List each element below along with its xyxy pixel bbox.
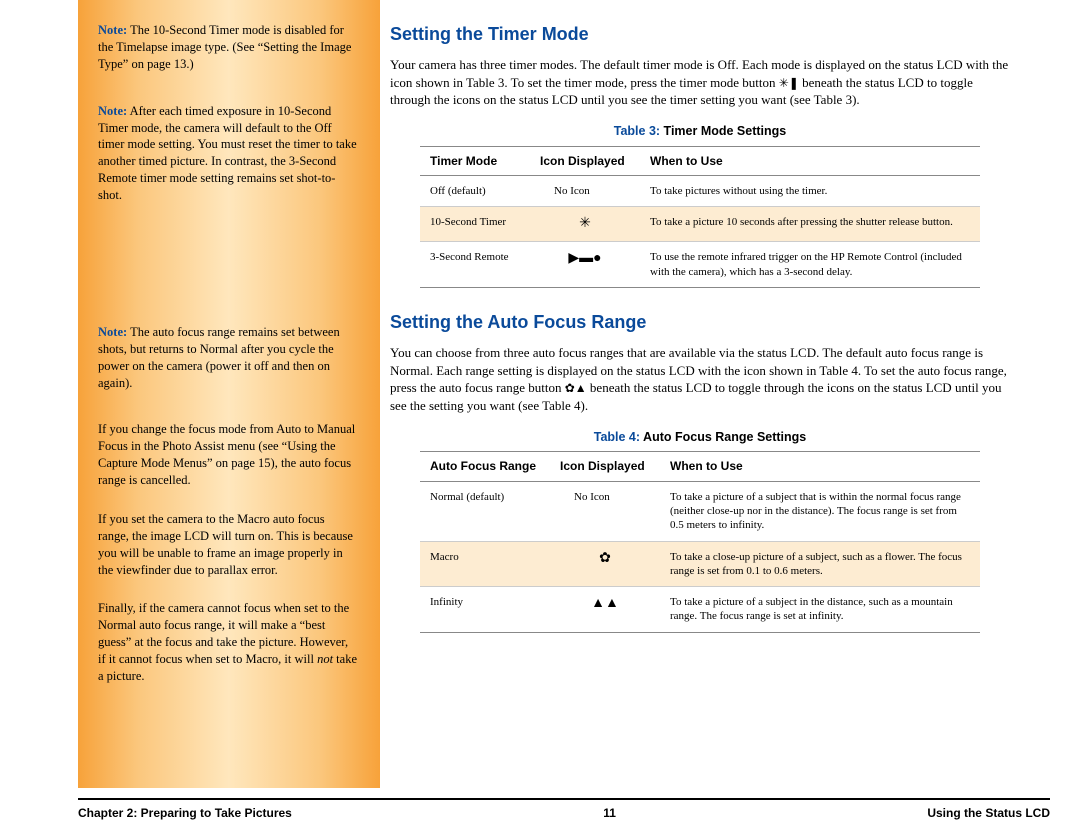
sidebar: Note: The 10-Second Timer mode is disabl… bbox=[0, 0, 380, 834]
cell-mode: Infinity bbox=[420, 587, 550, 633]
focus-button-icon: ✿▲ bbox=[565, 381, 587, 395]
cell-mode: Normal (default) bbox=[420, 481, 550, 541]
sidebar-para-2: If you set the camera to the Macro auto … bbox=[98, 511, 358, 579]
section-2-title: Setting the Auto Focus Range bbox=[390, 310, 1010, 334]
cell-icon: ▲▲ bbox=[550, 587, 660, 633]
final-pre: Finally, if the camera cannot focus when… bbox=[98, 601, 349, 666]
caption-rest: Auto Focus Range Settings bbox=[640, 430, 806, 444]
sidebar-content: Note: The 10-Second Timer mode is disabl… bbox=[98, 22, 358, 707]
col-head-mode: Timer Mode bbox=[420, 146, 530, 175]
table-4-body: Normal (default)No IconTo take a picture… bbox=[420, 481, 980, 632]
cell-icon: ▶▬● bbox=[530, 242, 640, 288]
section-1-body: Your camera has three timer modes. The d… bbox=[390, 56, 1010, 109]
note-label: Note: bbox=[98, 104, 127, 118]
table-row: 3-Second Remote▶▬●To use the remote infr… bbox=[420, 242, 980, 288]
cell-use: To take pictures without using the timer… bbox=[640, 176, 980, 207]
table-row: Macro✿To take a close-up picture of a su… bbox=[420, 541, 980, 587]
table-3: Timer Mode Icon Displayed When to Use Of… bbox=[420, 146, 980, 288]
footer-page-number: 11 bbox=[603, 806, 616, 820]
timer-button-icon: ✳︎❚ bbox=[779, 76, 799, 90]
cell-use: To take a close-up picture of a subject,… bbox=[660, 541, 980, 587]
table-row: Off (default)No IconTo take pictures wit… bbox=[420, 176, 980, 207]
page-footer: Chapter 2: Preparing to Take Pictures 11… bbox=[78, 798, 1050, 820]
table-4-caption: Table 4: Auto Focus Range Settings bbox=[390, 429, 1010, 446]
sidebar-para-final: Finally, if the camera cannot focus when… bbox=[98, 600, 358, 684]
caption-strong: Table 3: bbox=[614, 124, 660, 138]
note-3: Note: The auto focus range remains set b… bbox=[98, 324, 358, 392]
page: Note: The 10-Second Timer mode is disabl… bbox=[0, 0, 1080, 834]
cell-mode: Macro bbox=[420, 541, 550, 587]
cell-icon-text: No Icon bbox=[550, 481, 660, 541]
table-row: Infinity▲▲To take a picture of a subject… bbox=[420, 587, 980, 633]
note-label: Note: bbox=[98, 325, 127, 339]
cell-icon: ✳︎ bbox=[530, 207, 640, 242]
note-text: After each timed exposure in 10-Second T… bbox=[98, 104, 357, 202]
sidebar-para-1: If you change the focus mode from Auto t… bbox=[98, 421, 358, 489]
cell-use: To take a picture of a subject that is w… bbox=[660, 481, 980, 541]
cell-mode: 3-Second Remote bbox=[420, 242, 530, 288]
col-head-use: When to Use bbox=[640, 146, 980, 175]
section-1-title: Setting the Timer Mode bbox=[390, 22, 1010, 46]
note-text: The auto focus range remains set between… bbox=[98, 325, 340, 390]
table-row: 10-Second Timer✳︎To take a picture 10 se… bbox=[420, 207, 980, 242]
table-4: Auto Focus Range Icon Displayed When to … bbox=[420, 451, 980, 632]
caption-rest: Timer Mode Settings bbox=[660, 124, 786, 138]
caption-strong: Table 4: bbox=[594, 430, 640, 444]
cell-icon: ✿ bbox=[550, 541, 660, 587]
col-head-use: When to Use bbox=[660, 452, 980, 481]
section-2-body: You can choose from three auto focus ran… bbox=[390, 344, 1010, 414]
spacer bbox=[98, 234, 358, 324]
cell-use: To take a picture of a subject in the di… bbox=[660, 587, 980, 633]
table-3-head: Timer Mode Icon Displayed When to Use bbox=[420, 146, 980, 175]
note-label: Note: bbox=[98, 23, 127, 37]
col-head-range: Auto Focus Range bbox=[420, 452, 550, 481]
note-2: Note: After each timed exposure in 10-Se… bbox=[98, 103, 358, 204]
cell-use: To use the remote infrared trigger on th… bbox=[640, 242, 980, 288]
footer-right: Using the Status LCD bbox=[927, 806, 1050, 820]
note-text: The 10-Second Timer mode is disabled for… bbox=[98, 23, 351, 71]
table-4-head: Auto Focus Range Icon Displayed When to … bbox=[420, 452, 980, 481]
footer-left: Chapter 2: Preparing to Take Pictures bbox=[78, 806, 292, 820]
final-em: not bbox=[317, 652, 333, 666]
note-1: Note: The 10-Second Timer mode is disabl… bbox=[98, 22, 358, 73]
cell-use: To take a picture 10 seconds after press… bbox=[640, 207, 980, 242]
table-3-body: Off (default)No IconTo take pictures wit… bbox=[420, 176, 980, 288]
cell-mode: 10-Second Timer bbox=[420, 207, 530, 242]
main-content: Setting the Timer Mode Your camera has t… bbox=[380, 0, 1040, 834]
col-head-icon: Icon Displayed bbox=[530, 146, 640, 175]
table-row: Normal (default)No IconTo take a picture… bbox=[420, 481, 980, 541]
cell-icon-text: No Icon bbox=[530, 176, 640, 207]
col-head-icon: Icon Displayed bbox=[550, 452, 660, 481]
cell-mode: Off (default) bbox=[420, 176, 530, 207]
table-3-caption: Table 3: Timer Mode Settings bbox=[390, 123, 1010, 140]
